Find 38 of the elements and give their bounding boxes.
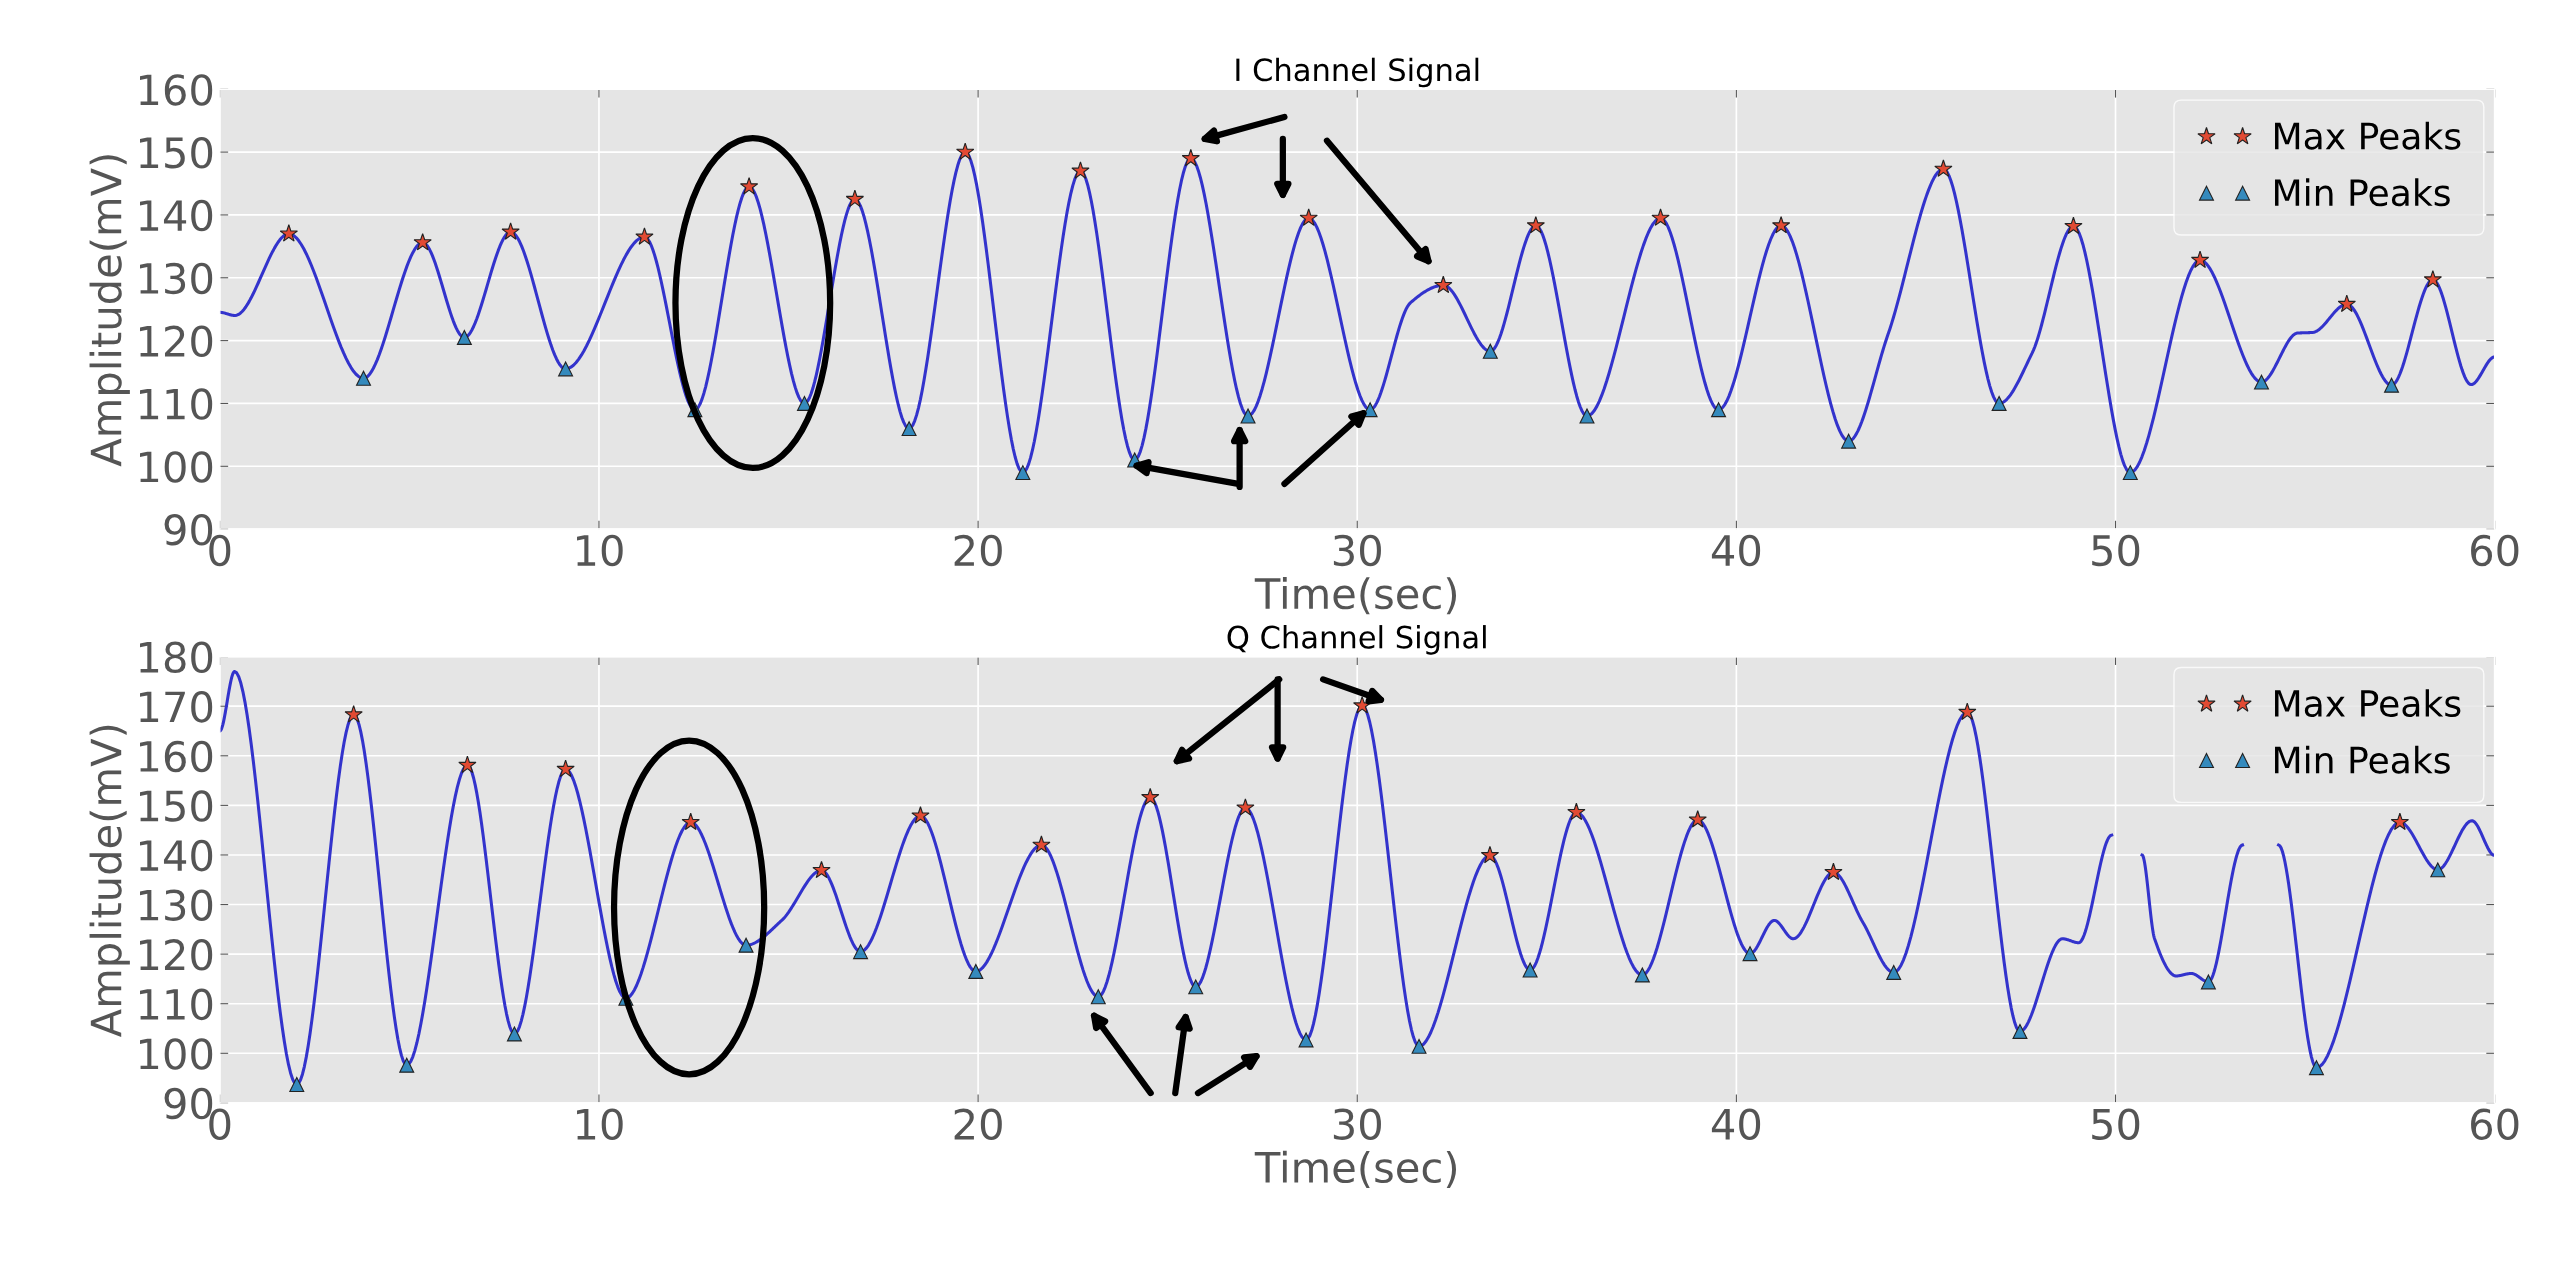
y-tick-label: 130 <box>140 262 213 295</box>
y-tick-label: 120 <box>140 939 213 971</box>
x-tick-label: 40 <box>1711 534 1761 567</box>
x-axis-title: Time(sec) <box>1254 577 1457 615</box>
chart-title: I Channel Signal <box>1236 57 1479 88</box>
x-tick-label: 50 <box>2092 1108 2140 1140</box>
y-tick-label: 170 <box>140 691 213 723</box>
x-tick-label: 10 <box>577 534 623 567</box>
x-tick-label: 20 <box>954 534 1002 567</box>
y-tick-label: 140 <box>140 839 213 872</box>
y-axis-title: Amplitude(mV) <box>89 725 130 1037</box>
chart-title: Q Channel Signal <box>1227 625 1486 655</box>
x-tick-label: 60 <box>2471 534 2519 567</box>
x-tick-label: 10 <box>577 1108 623 1140</box>
x-tick-label: 30 <box>1333 1108 1381 1140</box>
y-tick-label: 150 <box>140 790 213 822</box>
y-tick-label: 160 <box>140 740 213 773</box>
x-tick-label: 20 <box>954 1108 1002 1140</box>
x-tick-label: 30 <box>1333 534 1381 567</box>
y-tick-label: 180 <box>140 641 213 674</box>
y-axis-title: Amplitude(mV) <box>89 155 130 467</box>
y-tick-label: 110 <box>140 388 213 420</box>
y-tick-label: 100 <box>140 451 213 483</box>
legend-label: Min Peaks <box>2275 178 2450 207</box>
x-tick-label: 40 <box>1711 1108 1761 1140</box>
legend-label: Min Peaks <box>2275 745 2450 774</box>
legend-label: Max Peaks <box>2275 689 2461 718</box>
y-tick-label: 110 <box>140 988 213 1021</box>
y-tick-label: 160 <box>140 74 213 106</box>
x-tick-label: 50 <box>2092 534 2140 567</box>
y-tick-label: 140 <box>140 199 213 232</box>
x-tick-label: 60 <box>2471 1108 2519 1140</box>
y-tick-label: 130 <box>140 889 213 921</box>
x-axis-title: Time(sec) <box>1254 1150 1457 1188</box>
legend-label: Max Peaks <box>2275 121 2461 150</box>
y-tick-label: 100 <box>140 1038 213 1070</box>
y-tick-label: 150 <box>140 136 213 169</box>
y-tick-label: 120 <box>140 325 213 358</box>
